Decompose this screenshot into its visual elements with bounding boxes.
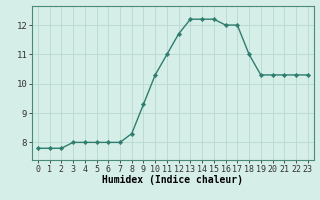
X-axis label: Humidex (Indice chaleur): Humidex (Indice chaleur) — [102, 175, 243, 185]
